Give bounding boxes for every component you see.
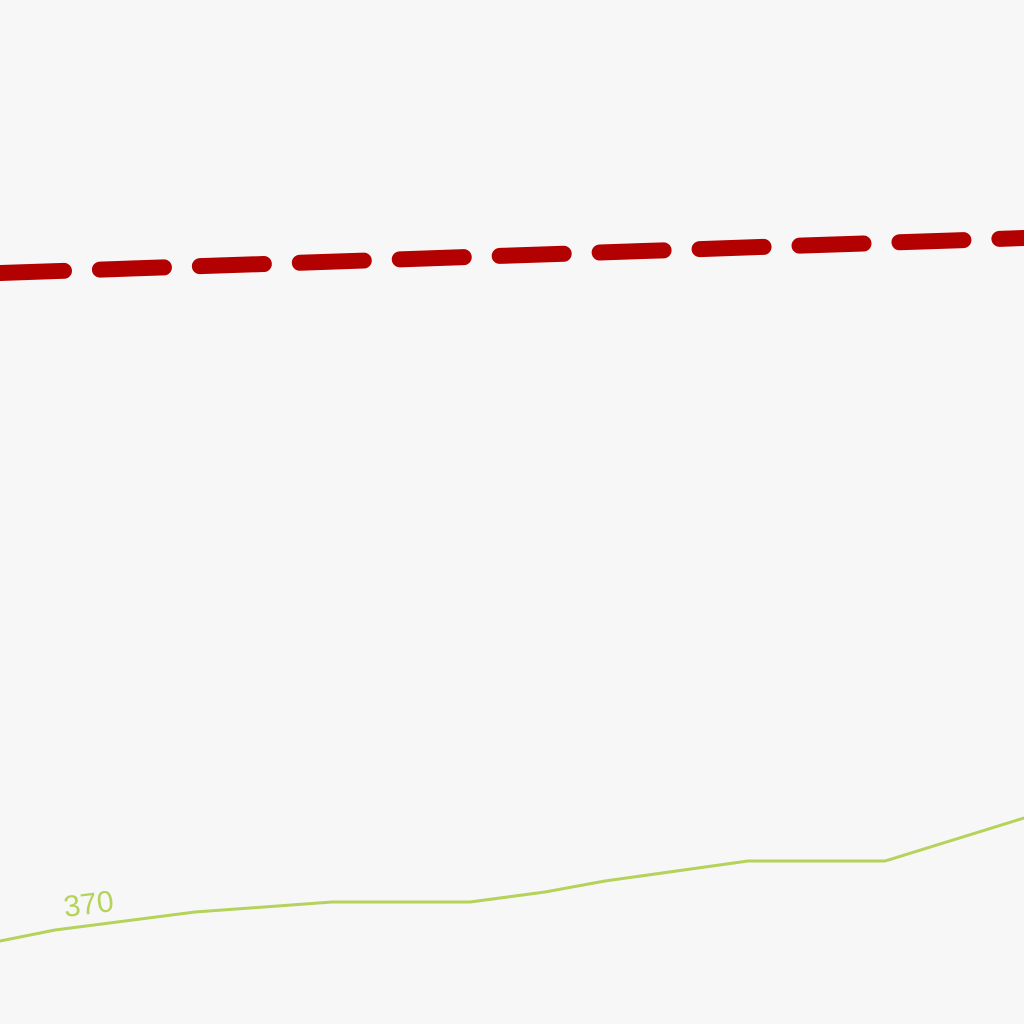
contour-elevation-label: 370 bbox=[62, 885, 116, 924]
elevation-contour-line bbox=[0, 816, 1024, 943]
dashed-boundary-line bbox=[0, 230, 1024, 281]
